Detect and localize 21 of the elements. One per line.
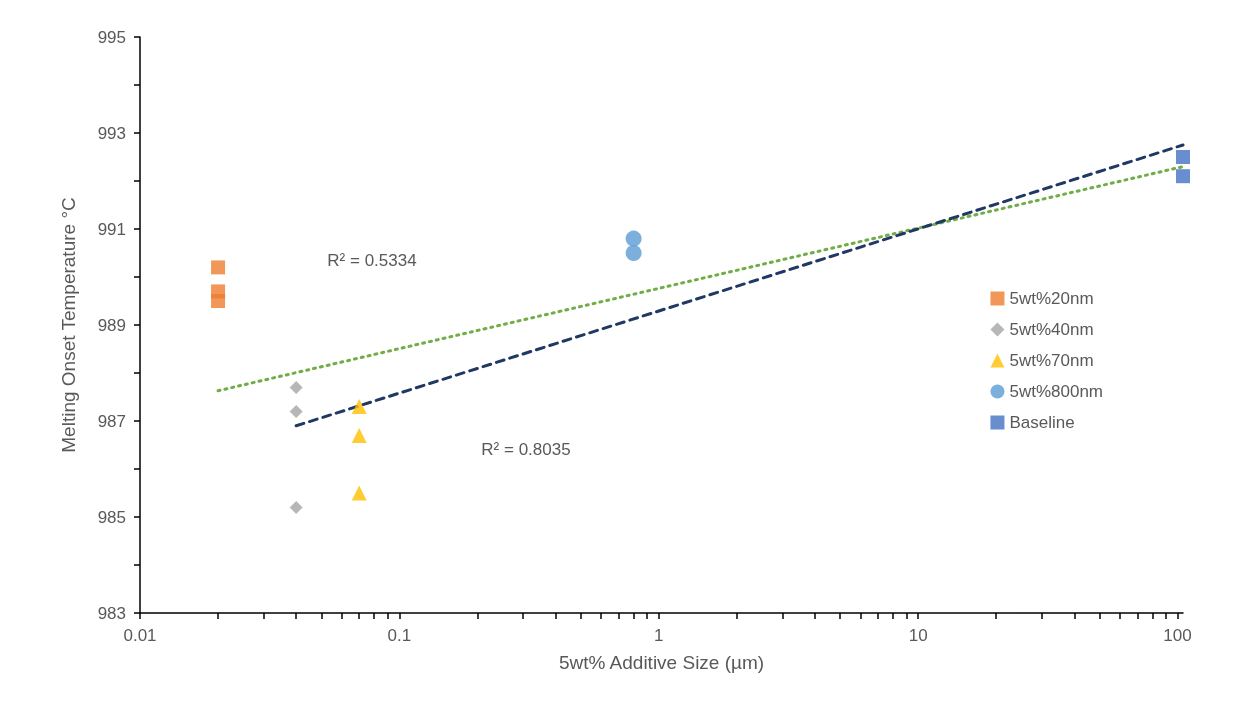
legend-label: 5wt%800nm	[1009, 382, 1104, 401]
y-tick-label: 991	[97, 219, 126, 239]
legend-label: 5wt%70nm	[1009, 351, 1094, 370]
y-tick-label: 987	[97, 411, 126, 431]
y-tick-label: 985	[97, 507, 126, 527]
y-tick-label: 993	[97, 123, 126, 143]
x-axis-title: 5wt% Additive Size (µm)	[558, 652, 765, 673]
annotation: R² = 0.5334	[327, 250, 417, 270]
y-tick-label: 989	[97, 315, 126, 335]
legend-label: 5wt%20nm	[1009, 289, 1094, 308]
x-tick-label: 0.1	[387, 626, 412, 645]
legend-label: 5wt%40nm	[1009, 320, 1094, 339]
x-tick-label: 10	[908, 626, 928, 645]
y-tick-label: 983	[97, 603, 126, 623]
annotation: R² = 0.8035	[481, 439, 571, 459]
y-axis-title: Melting Onset Temperature °C	[58, 197, 79, 453]
x-tick-label: 100	[1163, 626, 1192, 645]
x-tick-label: 0.01	[123, 626, 157, 645]
y-tick-label: 995	[97, 27, 126, 47]
legend-label: Baseline	[1009, 413, 1075, 432]
x-tick-label: 1	[654, 626, 664, 645]
